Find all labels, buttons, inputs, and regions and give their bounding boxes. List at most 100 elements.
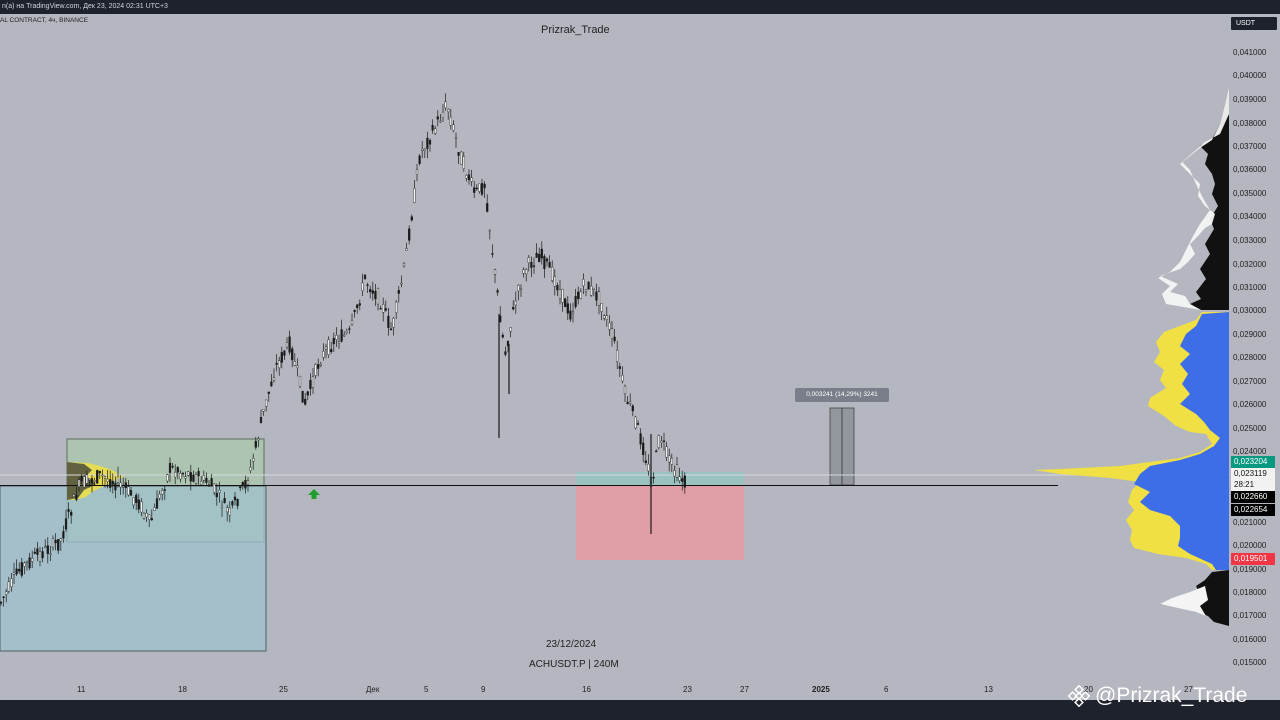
candle-body xyxy=(358,303,361,306)
time-axis-label: 18 xyxy=(178,685,187,694)
candle-body xyxy=(574,296,577,307)
price-axis-label: 0,036000 xyxy=(1233,165,1267,174)
candle-body xyxy=(530,262,533,268)
candle-body xyxy=(657,435,660,448)
candle-body xyxy=(101,474,104,477)
candle-body xyxy=(413,188,416,203)
chart-author: Prizrak_Trade xyxy=(541,24,610,36)
time-axis-label: 20 xyxy=(1084,685,1093,694)
candle-body xyxy=(5,591,8,595)
candle-body xyxy=(452,124,455,131)
candle-body xyxy=(366,284,369,286)
candle-body xyxy=(639,433,642,445)
candle-body xyxy=(629,401,632,404)
candle-body xyxy=(384,308,387,311)
candle-body xyxy=(467,174,471,181)
candle-body xyxy=(345,330,348,334)
candle-body xyxy=(514,300,517,306)
candle-body xyxy=(478,183,481,192)
bottom-bar xyxy=(0,700,1280,720)
time-axis-label: 2025 xyxy=(812,685,830,694)
candle-body xyxy=(322,351,325,358)
demand-zone-top xyxy=(576,472,744,485)
symbol-info: AL CONTRACT, 4ч, BINANCE xyxy=(0,17,89,24)
candle-body xyxy=(512,307,515,310)
price-axis-label: 0,041000 xyxy=(1233,48,1267,57)
candle-body xyxy=(631,405,634,412)
candle-body xyxy=(421,148,424,151)
candle-body xyxy=(634,416,637,429)
watermark: @Prizrak_Trade xyxy=(1068,684,1247,708)
candle-body xyxy=(605,315,608,320)
candle-body xyxy=(129,490,133,496)
candle-body xyxy=(623,385,627,394)
price-axis-label: 0,020000 xyxy=(1233,541,1267,550)
candle-body xyxy=(158,493,161,499)
watermark-text: @Prizrak_Trade xyxy=(1095,684,1248,707)
candle-body xyxy=(249,467,252,471)
price-chart[interactable] xyxy=(0,14,1230,680)
candle-body xyxy=(145,513,148,518)
candle-body xyxy=(571,311,575,314)
candle-body xyxy=(392,317,395,328)
candle-body xyxy=(192,474,195,482)
candle-body xyxy=(184,476,187,479)
candle-body xyxy=(275,362,278,365)
candle-body xyxy=(558,289,562,299)
candle-body xyxy=(470,177,473,182)
candle-body xyxy=(179,473,182,480)
candle-body xyxy=(267,391,270,394)
candle-body xyxy=(233,496,237,501)
candle-body xyxy=(46,545,49,554)
candle-body xyxy=(457,152,460,156)
candle-body xyxy=(280,352,283,363)
candle-body xyxy=(244,479,247,489)
candle-body xyxy=(340,329,343,342)
candle-body xyxy=(2,596,5,599)
candle-body xyxy=(319,364,322,366)
candle-body xyxy=(577,291,580,300)
center-symbol: ACHUSDT.P | 240M xyxy=(529,659,619,670)
candle-body xyxy=(44,546,47,548)
candle-body xyxy=(197,470,200,477)
candle-body xyxy=(270,381,273,387)
currency-button[interactable]: USDT xyxy=(1231,17,1277,30)
candle-body xyxy=(561,289,564,303)
candle-body xyxy=(418,155,421,164)
candle-body xyxy=(509,327,512,332)
candle-body xyxy=(124,482,127,488)
candle-body xyxy=(236,499,239,507)
candle-body xyxy=(259,417,263,424)
candle-body xyxy=(254,440,257,448)
time-axis-label: 13 xyxy=(984,685,993,694)
candle-body xyxy=(298,375,302,387)
center-date: 23/12/2024 xyxy=(546,639,597,650)
price-axis-label: 0,032000 xyxy=(1233,260,1267,269)
candle-body xyxy=(111,480,114,485)
candle-body xyxy=(361,282,364,291)
bar-countdown: 28:21 xyxy=(1231,479,1275,491)
price-axis[interactable] xyxy=(1230,14,1280,680)
candle-body xyxy=(621,374,624,382)
candle-body xyxy=(296,365,299,368)
candle-body xyxy=(36,548,39,555)
candle-body xyxy=(15,568,18,575)
candle-body xyxy=(293,361,296,366)
candle-body xyxy=(272,377,276,381)
candle-body xyxy=(223,498,226,504)
candle-body xyxy=(314,364,317,376)
candle-body xyxy=(332,337,335,345)
candle-body xyxy=(210,478,213,487)
price-axis-label: 0,033000 xyxy=(1233,236,1267,245)
candle-body xyxy=(426,137,429,149)
price-axis-label: 0,026000 xyxy=(1233,400,1267,409)
time-axis-label: 6 xyxy=(884,685,889,694)
candle-body xyxy=(670,458,673,465)
candle-body xyxy=(88,478,91,481)
price-axis-label: 0,024000 xyxy=(1233,447,1267,456)
candle-body xyxy=(475,187,478,190)
time-axis-label: 11 xyxy=(77,685,86,694)
candle-body xyxy=(109,479,112,488)
candle-body xyxy=(681,478,684,482)
candle-body xyxy=(337,341,341,344)
